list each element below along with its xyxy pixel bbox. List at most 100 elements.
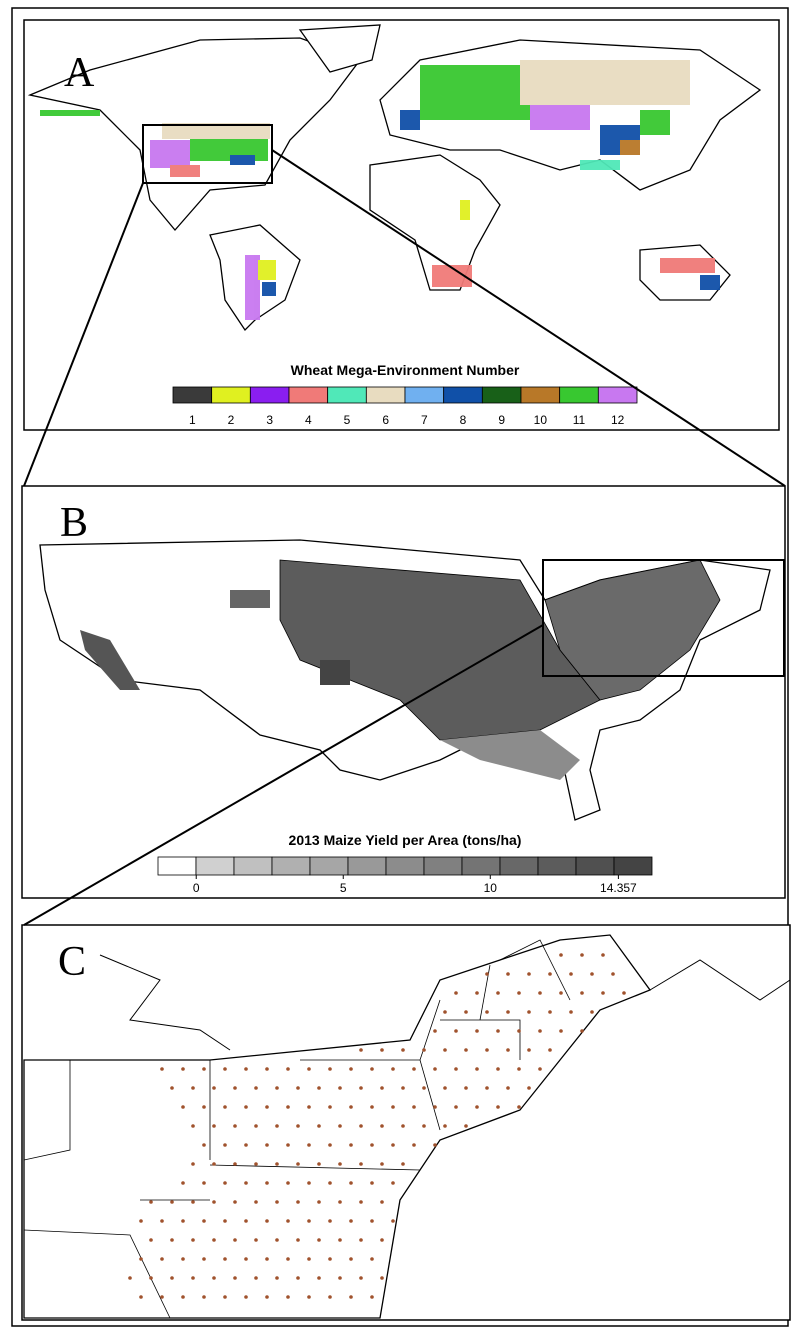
station-dot xyxy=(202,1105,206,1109)
station-dot xyxy=(191,1086,195,1090)
colorbar-cell xyxy=(424,857,462,875)
station-dot xyxy=(517,1067,521,1071)
station-dot xyxy=(433,1029,437,1033)
station-dot xyxy=(160,1067,164,1071)
legend-swatch xyxy=(289,387,328,403)
station-dot xyxy=(328,1143,332,1147)
station-dot xyxy=(317,1124,321,1128)
legend-swatch xyxy=(173,387,212,403)
station-dot xyxy=(538,991,542,995)
legend-swatch xyxy=(366,387,405,403)
station-dot xyxy=(370,1295,374,1299)
station-dot xyxy=(349,1067,353,1071)
station-dot xyxy=(601,991,605,995)
panel-a: A Wheat Mega-Environment Number 12345678… xyxy=(24,20,779,430)
colorbar-cell xyxy=(272,857,310,875)
station-dot xyxy=(380,1086,384,1090)
station-dot xyxy=(202,1219,206,1223)
station-dot xyxy=(370,1143,374,1147)
station-dot xyxy=(223,1105,227,1109)
station-dot xyxy=(475,1105,479,1109)
station-dot xyxy=(233,1124,237,1128)
panel-b: B 2013 Maize Yield per Area (tons/ha) 05… xyxy=(22,486,785,898)
panel-label: C xyxy=(58,939,86,985)
page: A Wheat Mega-Environment Number 12345678… xyxy=(0,0,792,1331)
station-dot xyxy=(401,1048,405,1052)
station-dot xyxy=(191,1238,195,1242)
station-dot xyxy=(401,1162,405,1166)
station-dot xyxy=(233,1276,237,1280)
station-dot xyxy=(412,1143,416,1147)
station-dot xyxy=(212,1276,216,1280)
station-dot xyxy=(328,1295,332,1299)
station-dot xyxy=(590,1010,594,1014)
legend-swatch xyxy=(598,387,637,403)
colorbar-tick-label: 5 xyxy=(340,881,347,895)
station-dot xyxy=(265,1257,269,1261)
legend-label: 4 xyxy=(305,413,312,427)
colorbar-cell xyxy=(196,857,234,875)
legend-label: 9 xyxy=(498,413,505,427)
station-dot xyxy=(391,1181,395,1185)
station-dot xyxy=(391,1143,395,1147)
panel-label: B xyxy=(60,500,88,546)
station-dot xyxy=(317,1238,321,1242)
station-dot xyxy=(223,1067,227,1071)
station-dot xyxy=(265,1105,269,1109)
station-dot xyxy=(338,1086,342,1090)
station-dot xyxy=(338,1276,342,1280)
station-dot xyxy=(254,1276,258,1280)
station-dot xyxy=(349,1219,353,1223)
station-dot xyxy=(286,1257,290,1261)
station-dot xyxy=(412,1105,416,1109)
station-dot xyxy=(160,1257,164,1261)
station-dot xyxy=(454,991,458,995)
station-dot xyxy=(223,1257,227,1261)
station-dot xyxy=(359,1200,363,1204)
station-dot xyxy=(139,1219,143,1223)
station-dot xyxy=(286,1105,290,1109)
station-dot xyxy=(212,1086,216,1090)
legend-swatch xyxy=(482,387,521,403)
station-dot xyxy=(370,1105,374,1109)
colorbar-cell xyxy=(576,857,614,875)
station-dot xyxy=(380,1276,384,1280)
station-dot xyxy=(433,1067,437,1071)
legend-label: 11 xyxy=(573,413,586,427)
station-dot xyxy=(370,1181,374,1185)
station-dot xyxy=(496,1067,500,1071)
station-dot xyxy=(202,1067,206,1071)
station-dot xyxy=(464,1048,468,1052)
station-dot xyxy=(149,1200,153,1204)
station-dot xyxy=(464,1124,468,1128)
station-dot xyxy=(359,1238,363,1242)
station-dot xyxy=(412,1067,416,1071)
station-dot xyxy=(296,1200,300,1204)
station-dot xyxy=(275,1086,279,1090)
colorbar-cell xyxy=(538,857,576,875)
station-dot xyxy=(254,1238,258,1242)
legend-swatch xyxy=(521,387,560,403)
station-dot xyxy=(359,1048,363,1052)
station-dot xyxy=(244,1067,248,1071)
station-dot xyxy=(170,1200,174,1204)
station-dot xyxy=(181,1181,185,1185)
station-dot xyxy=(391,1105,395,1109)
station-dot xyxy=(223,1181,227,1185)
station-dot xyxy=(485,972,489,976)
station-dot xyxy=(181,1105,185,1109)
station-dot xyxy=(601,953,605,957)
station-dot xyxy=(391,1219,395,1223)
station-dot xyxy=(464,1086,468,1090)
station-dot xyxy=(275,1276,279,1280)
legend-label: 12 xyxy=(611,413,625,427)
station-dot xyxy=(233,1200,237,1204)
station-dot xyxy=(317,1086,321,1090)
station-dot xyxy=(296,1124,300,1128)
station-dot xyxy=(485,1086,489,1090)
station-dot xyxy=(286,1181,290,1185)
station-dot xyxy=(202,1143,206,1147)
station-dot xyxy=(307,1181,311,1185)
station-dot xyxy=(328,1067,332,1071)
station-dot xyxy=(622,991,626,995)
